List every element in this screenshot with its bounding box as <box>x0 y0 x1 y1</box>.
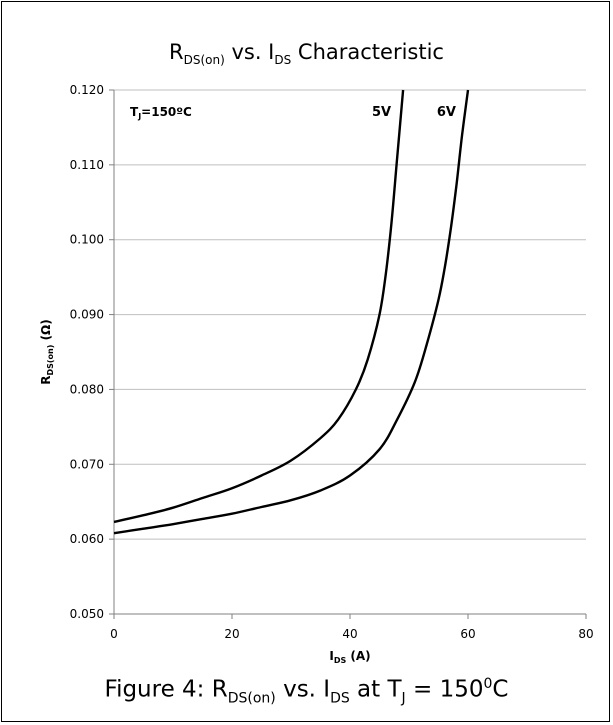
temperature-annotation: TJ=150ºC <box>130 105 192 121</box>
chart-area: 0.050 0.060 0.070 0.080 0.090 0.100 0.110 0.120… <box>39 83 594 665</box>
series-label-5v: 5V <box>372 105 391 120</box>
y-tick-label: 0.050 <box>70 607 104 621</box>
y-tick-label: 0.110 <box>70 158 104 172</box>
chart-title: RDS(on) vs. IDS Characteristic <box>169 40 444 68</box>
figure-caption: Figure 4: RDS(on) vs. IDS at TJ = 1500C <box>104 676 509 707</box>
series-line-6v <box>113 89 470 535</box>
x-axis-label: IDS (A) <box>329 649 370 665</box>
gridlines <box>114 89 586 540</box>
x-tick-label: 60 <box>460 627 475 641</box>
x-tick-label: 0 <box>110 627 118 641</box>
y-axis-label: RDS(on) (Ω) <box>39 319 55 385</box>
y-tick-label: 0.080 <box>70 382 104 396</box>
y-tick-label: 0.070 <box>70 457 104 471</box>
y-tick-label: 0.090 <box>70 308 104 322</box>
x-tick-label: 20 <box>224 627 239 641</box>
x-tick-label: 40 <box>342 627 357 641</box>
series-curves <box>113 89 470 535</box>
series-label-6v: 6V <box>437 105 456 120</box>
series-line-5v <box>113 89 405 524</box>
axes <box>109 89 587 619</box>
y-tick-label: 0.060 <box>70 532 104 546</box>
y-tick-label: 0.100 <box>70 233 104 247</box>
tick-labels: 0.050 0.060 0.070 0.080 0.090 0.100 0.110 0.120… <box>70 83 594 641</box>
y-tick-label: 0.120 <box>70 83 104 97</box>
x-tick-label: 80 <box>578 627 593 641</box>
series-labels: 5V 6V <box>372 105 456 120</box>
